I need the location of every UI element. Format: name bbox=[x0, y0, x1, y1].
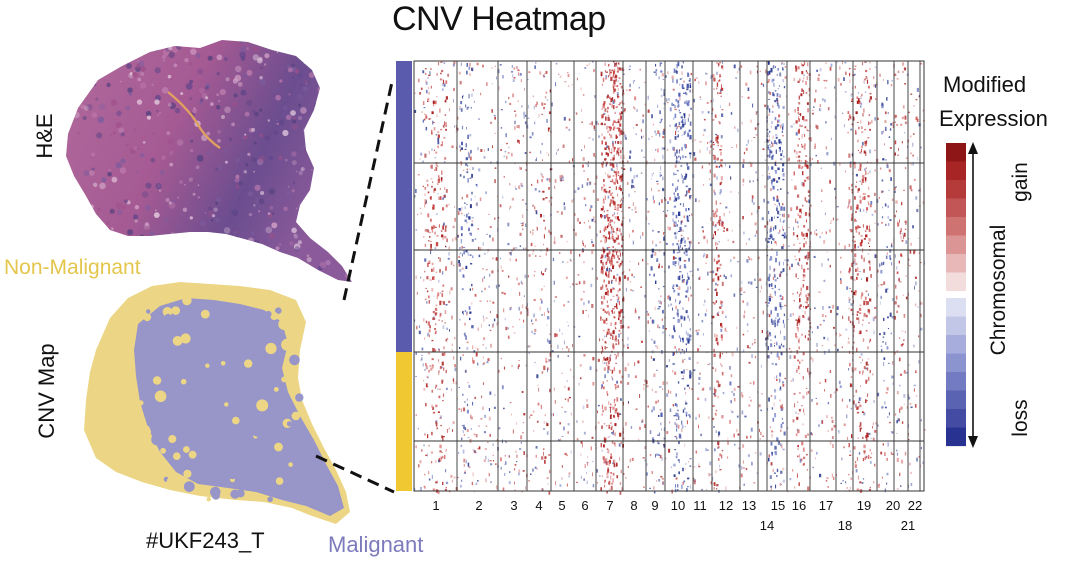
legend-arrow-head-up bbox=[968, 142, 978, 154]
chromosome-label: 1 bbox=[432, 498, 440, 513]
heatmap-background bbox=[414, 61, 924, 491]
chromosome-label: 20 bbox=[885, 498, 901, 513]
chromosome-label: 8 bbox=[630, 498, 638, 513]
malignant-label: Malignant bbox=[328, 532, 424, 557]
chromosome-label: 10 bbox=[670, 498, 686, 513]
chromosome-label: 14 bbox=[759, 518, 775, 533]
annotation-bar bbox=[396, 61, 412, 491]
legend-gain-swatch bbox=[946, 217, 966, 236]
legend-gain-swatch bbox=[946, 235, 966, 255]
heatmap-grid bbox=[413, 60, 926, 495]
legend-gain-swatch bbox=[946, 272, 966, 292]
legend-gain-swatch bbox=[946, 161, 966, 181]
legend-title-line1: Modified bbox=[943, 72, 1027, 97]
chromosome-label: 19 bbox=[856, 498, 872, 513]
chromosome-dividers bbox=[413, 61, 925, 491]
legend-loss-swatch bbox=[946, 390, 966, 410]
chromosome-label: 2 bbox=[475, 498, 483, 513]
sample-id-label: #UKF243_T bbox=[146, 528, 265, 553]
legend-gain-swatch bbox=[946, 143, 966, 162]
chromosome-label: 7 bbox=[606, 498, 614, 513]
heatmap-border bbox=[413, 60, 925, 492]
cnv-map-dots bbox=[138, 295, 304, 503]
chromosome-label: 4 bbox=[535, 498, 543, 513]
chromosome-label: 11 bbox=[693, 498, 707, 513]
legend-gain-swatch bbox=[946, 254, 966, 273]
chromosome-label: 6 bbox=[581, 498, 589, 513]
legend-gain-swatch bbox=[946, 198, 966, 218]
chromosome-label: 18 bbox=[837, 518, 853, 533]
chromosome-label: 21 bbox=[900, 518, 916, 533]
chromosome-label: 22 bbox=[907, 498, 923, 513]
chart-title: CNV Heatmap bbox=[392, 0, 606, 38]
legend-arrow-head-down bbox=[968, 436, 978, 448]
legend-loss-swatch bbox=[946, 316, 966, 336]
non-malignant-label: Non-Malignant bbox=[4, 256, 141, 279]
zoom-dashed-lines bbox=[315, 81, 395, 494]
legend-loss-swatch bbox=[946, 427, 966, 447]
he-tissue-image bbox=[66, 40, 352, 282]
chromosome-label: 16 bbox=[791, 498, 807, 513]
legend-loss-swatch bbox=[946, 353, 966, 373]
zoom-line-top bbox=[342, 81, 394, 301]
chromosome-label: 3 bbox=[510, 498, 518, 513]
chromosome-label: 17 bbox=[818, 498, 834, 513]
legend-loss-swatch bbox=[946, 298, 966, 317]
heatmap-bands bbox=[424, 61, 908, 495]
legend-gain-swatch bbox=[946, 180, 966, 199]
legend-loss-swatch bbox=[946, 335, 966, 354]
chromosome-label: 15 bbox=[770, 498, 786, 513]
he-vessel bbox=[167, 91, 221, 149]
legend-colorbar bbox=[946, 143, 966, 447]
chromosome-label: 12 bbox=[718, 498, 734, 513]
chromosome-label: 9 bbox=[651, 498, 659, 513]
legend-loss-swatch bbox=[946, 372, 966, 391]
chromosome-label: 5 bbox=[558, 498, 566, 513]
legend-loss-swatch bbox=[946, 409, 966, 428]
cnv-map-image bbox=[84, 282, 350, 524]
chromosome-label: 13 bbox=[741, 498, 757, 513]
zoom-line-bottom bbox=[315, 454, 395, 494]
annotation-malignant-segment bbox=[396, 61, 412, 352]
legend-title-line2: Expression bbox=[939, 106, 1048, 131]
annotation-non-malignant-segment bbox=[396, 352, 412, 491]
legend-arrow bbox=[968, 142, 978, 448]
